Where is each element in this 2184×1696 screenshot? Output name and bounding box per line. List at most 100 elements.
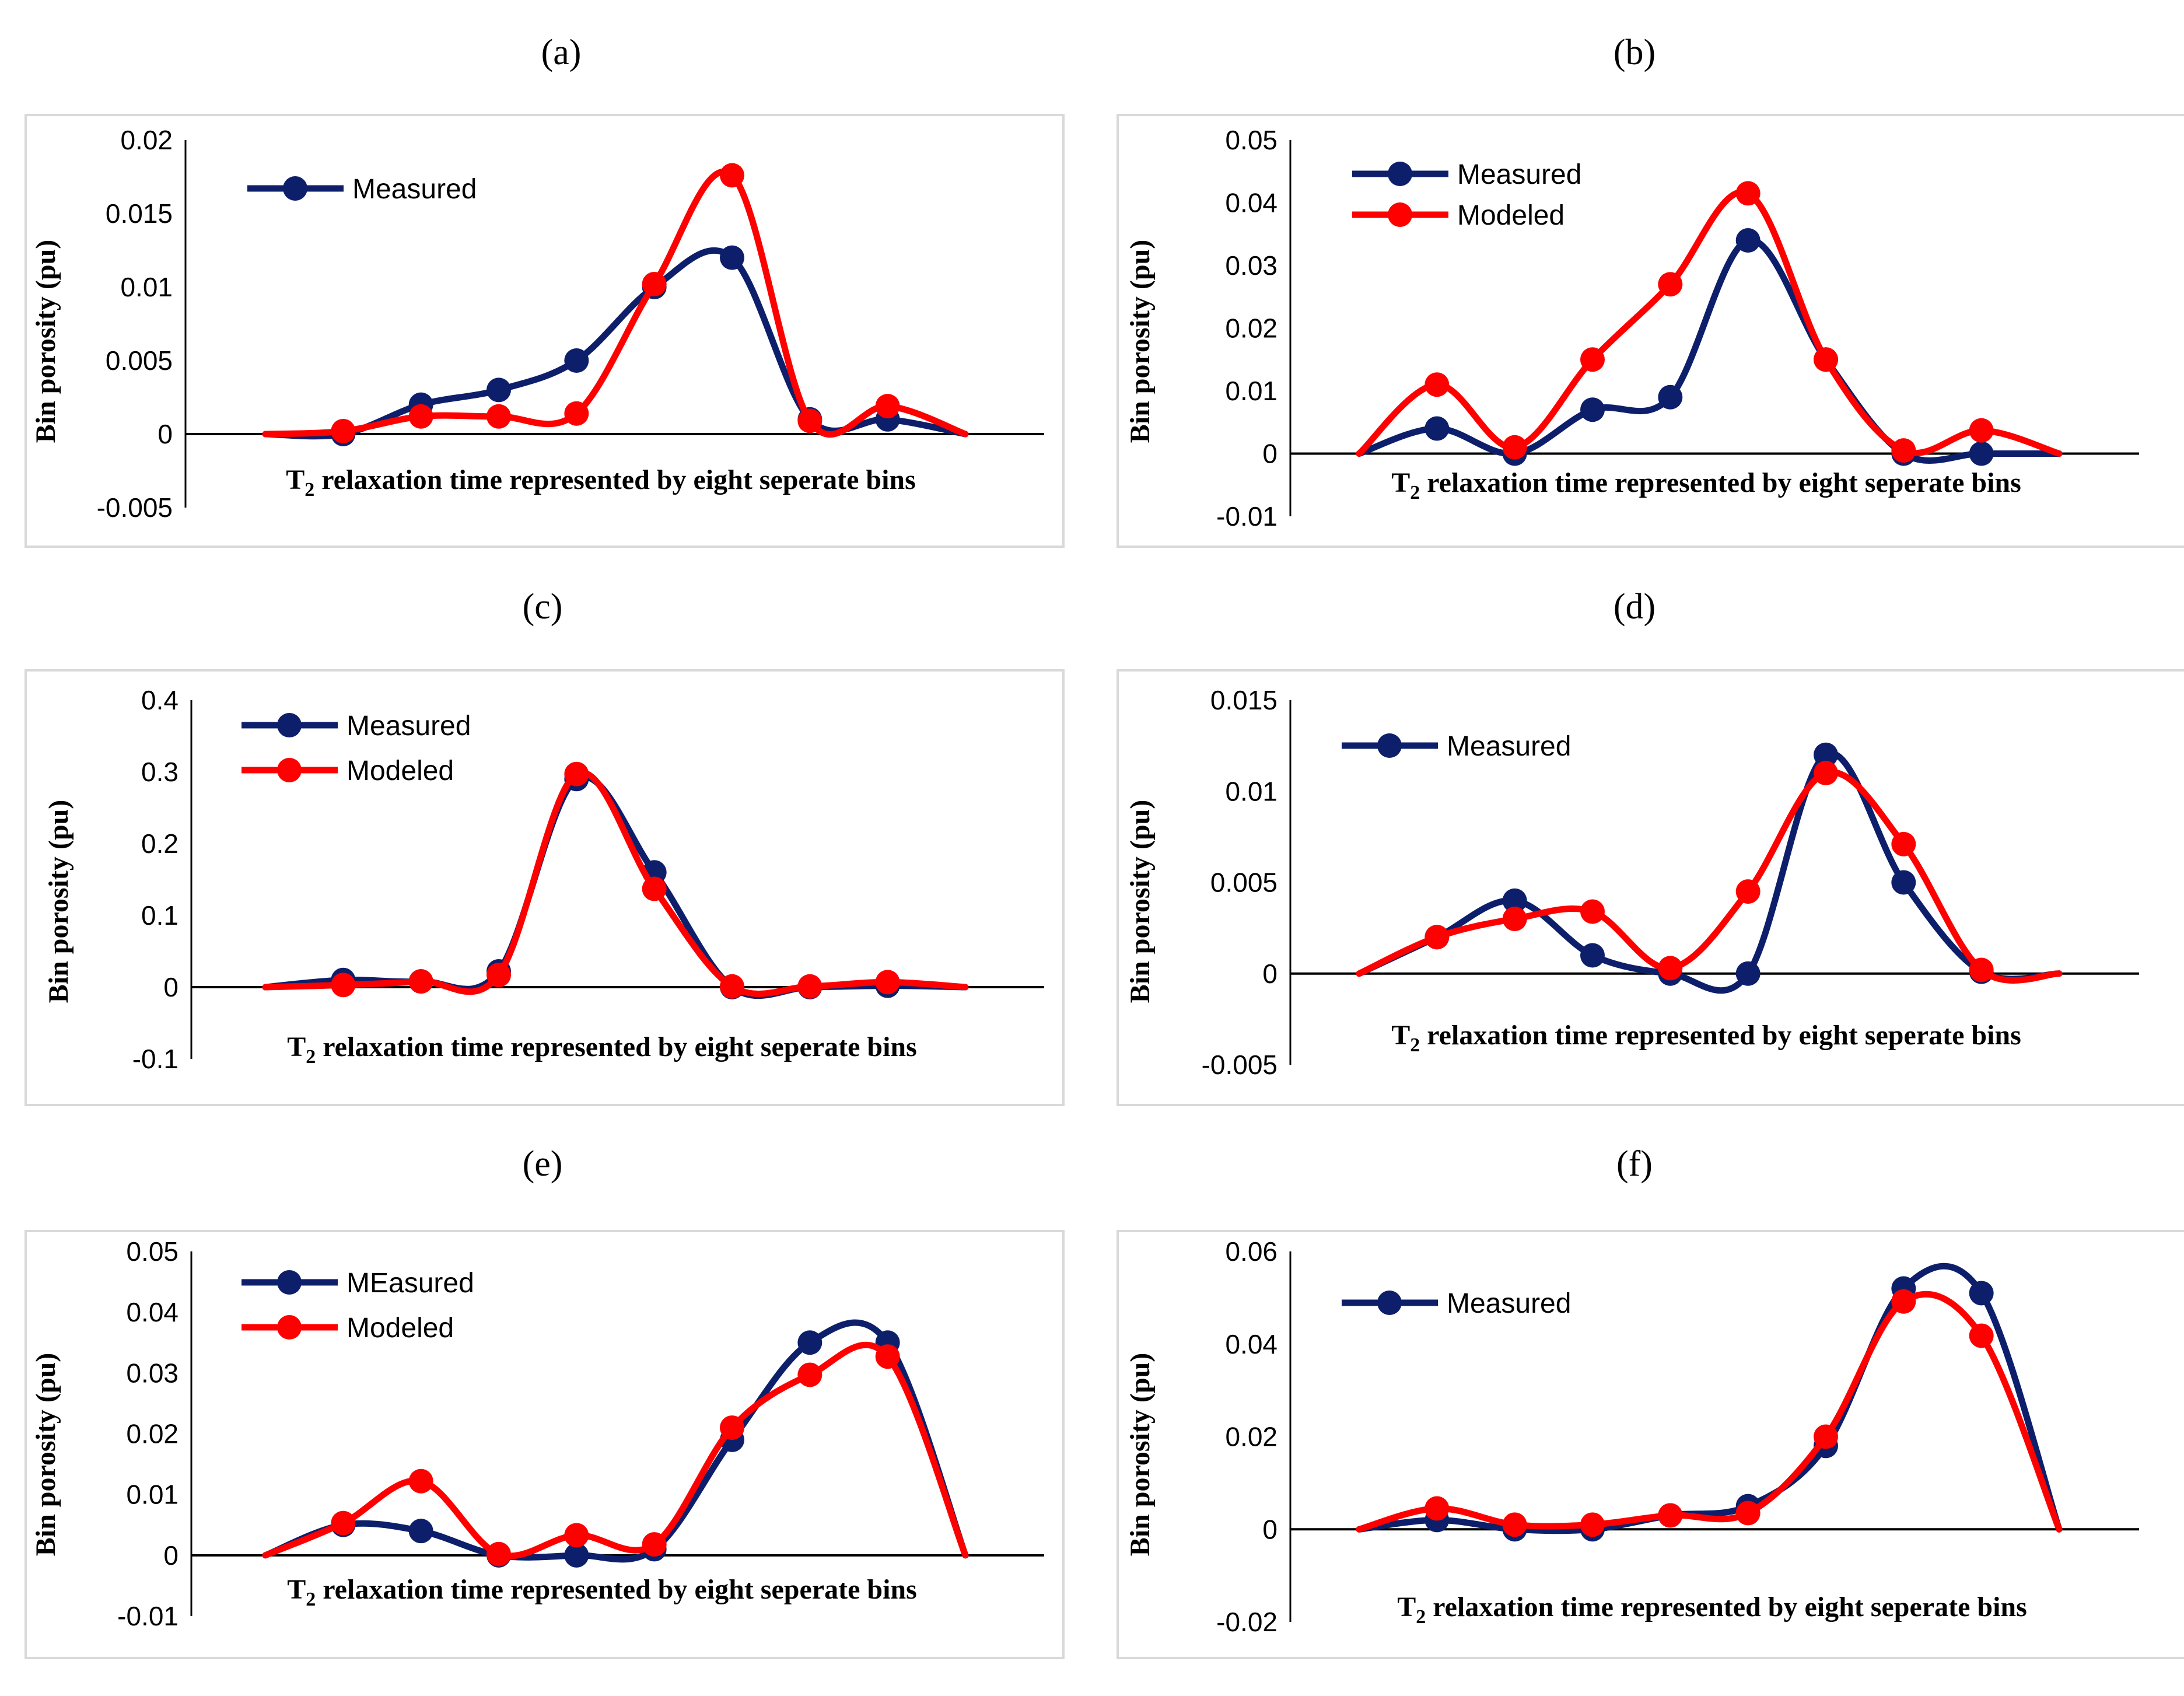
modeled-data-point (1502, 1512, 1527, 1537)
measured-series-line (1356, 237, 2063, 464)
y-tick-label: 0.01 (1225, 776, 1278, 806)
y-tick-label: 0 (1262, 439, 1278, 469)
x-axis-title-main: T (1391, 467, 1410, 498)
x-axis-title: T2 relaxation time represented by eight … (1391, 1020, 2021, 1056)
modeled-data-point (1814, 347, 1838, 372)
chart-frame (1116, 1230, 2184, 1659)
x-axis-title-main: T (287, 1031, 306, 1062)
measured-data-point (1891, 870, 1916, 895)
measured-data-point (1814, 742, 1838, 767)
measured-data-point (720, 245, 744, 270)
chart-panel-6: (f) 0.06 0.04 0.02 0 -0.02 Bin porosity (pu) T2… (1116, 1144, 2184, 1659)
y-tick-label: 0 (1262, 1514, 1278, 1544)
legend-label: Measured (1457, 159, 1581, 190)
modeled-data-point (1969, 957, 1994, 982)
modeled-data-point (487, 963, 511, 988)
modeled-data-point (408, 969, 433, 994)
modeled-data-point (1969, 418, 1994, 443)
modeled-data-point (1424, 372, 1450, 397)
modeled-data-point (1891, 831, 1916, 856)
legend-marker (277, 1270, 302, 1295)
legend-marker (1388, 202, 1412, 227)
chart-panel-5: (e) 0.05 0.04 0.03 0.02 0.01 0 -0.01 Bin porosit… (24, 1144, 1065, 1659)
y-tick-label: 0.04 (1225, 1329, 1278, 1359)
y-tick-label: -0.02 (1216, 1607, 1278, 1637)
measured-data-point (1969, 1281, 1994, 1306)
modeled-series-line (1356, 769, 2063, 984)
y-tick-label: -0.005 (1202, 1050, 1278, 1080)
y-axis-title: Bin porosity (pu) (1125, 240, 1156, 443)
y-tick-label: 0.03 (126, 1358, 178, 1388)
measured-data-point (1735, 228, 1760, 253)
x-axis-title-subscript: 2 (306, 1589, 316, 1610)
modeled-data-point (1814, 1424, 1838, 1449)
x-axis-title-rest: relaxation time represented by eight sep… (316, 1031, 917, 1062)
y-tick-label: 0 (158, 419, 173, 449)
y-tick-label: 0.04 (1225, 188, 1278, 218)
y-tick-label: -0.01 (117, 1601, 178, 1631)
measured-data-point (487, 377, 511, 403)
chart-frame (1116, 114, 2184, 548)
modeled-data-point (1580, 347, 1605, 372)
x-axis-title-rest: relaxation time represented by eight sep… (1426, 1592, 2027, 1622)
modeled-data-point (331, 1510, 356, 1536)
legend-label: Measured (1447, 1288, 1571, 1319)
y-axis-title: Bin porosity (pu) (43, 800, 74, 1003)
x-axis-title-subscript: 2 (1416, 1606, 1426, 1628)
modeled-data-point (1424, 925, 1450, 950)
measured-data-point (564, 348, 589, 373)
x-axis-title-subscript: 2 (306, 1046, 316, 1068)
legend-marker (1377, 1291, 1402, 1315)
modeled-data-point (875, 1344, 900, 1369)
legend-label: Modeled (346, 756, 454, 786)
modeled-data-point (487, 1541, 511, 1566)
y-tick-label: 0.015 (1210, 685, 1278, 715)
panel-label: (f) (1616, 1144, 1653, 1184)
modeled-data-point (797, 974, 822, 999)
y-tick-label: 0.01 (126, 1480, 178, 1510)
x-axis-title-main: T (287, 1574, 306, 1605)
legend-label: Modeled (346, 1313, 454, 1344)
measured-data-point (1580, 397, 1605, 422)
y-tick-label: 0.02 (1225, 1422, 1278, 1452)
modeled-data-point (1502, 907, 1527, 931)
modeled-data-point (564, 761, 589, 786)
x-axis-title-subscript: 2 (1410, 482, 1420, 503)
modeled-data-point (408, 1468, 433, 1494)
modeled-data-point (564, 401, 589, 426)
modeled-data-point (797, 1362, 822, 1387)
x-axis-title-rest: relaxation time represented by eight sep… (316, 1574, 917, 1605)
y-tick-label: 0.4 (141, 685, 178, 715)
modeled-data-point (1658, 272, 1683, 297)
modeled-data-point (331, 418, 356, 443)
modeled-data-point (1891, 438, 1916, 463)
chart-panel-2: (b) 0.05 0.04 0.03 0.02 0.01 0 -0.01 Bin porosit… (1116, 33, 2184, 548)
x-axis-title: T2 relaxation time represented by eight … (287, 1574, 917, 1610)
modeled-data-point (720, 163, 744, 188)
y-tick-label: 0.015 (106, 198, 173, 229)
modeled-data-point (1424, 1496, 1450, 1521)
modeled-data-point (1735, 1501, 1760, 1526)
modeled-data-point (1502, 435, 1527, 460)
legend-marker (277, 758, 302, 782)
y-tick-label: 0.2 (141, 828, 178, 859)
panel-label: (b) (1614, 33, 1656, 72)
panel-label: (a) (541, 33, 582, 72)
modeled-data-point (1580, 1512, 1605, 1537)
y-tick-label: -0.1 (132, 1044, 178, 1074)
y-tick-label: -0.01 (1216, 501, 1278, 531)
modeled-data-point (720, 974, 744, 999)
modeled-data-point (1735, 181, 1760, 206)
x-axis-title-subscript: 2 (1410, 1034, 1420, 1056)
modeled-data-point (487, 404, 511, 429)
chart-panel-4: (d) 0.015 0.01 0.005 0 -0.005 Bin porosity (pu… (1116, 587, 2184, 1106)
modeled-data-point (564, 1523, 589, 1548)
y-tick-label: 0.06 (1225, 1236, 1278, 1267)
y-axis-title: Bin porosity (pu) (1125, 800, 1156, 1003)
y-tick-label: 0.01 (1225, 376, 1278, 406)
chart-frame (24, 669, 1065, 1106)
y-axis-title: Bin porosity (pu) (1125, 1353, 1156, 1557)
modeled-data-point (1969, 1323, 1994, 1348)
y-tick-label: -0.005 (97, 492, 173, 523)
modeled-data-point (875, 970, 900, 995)
